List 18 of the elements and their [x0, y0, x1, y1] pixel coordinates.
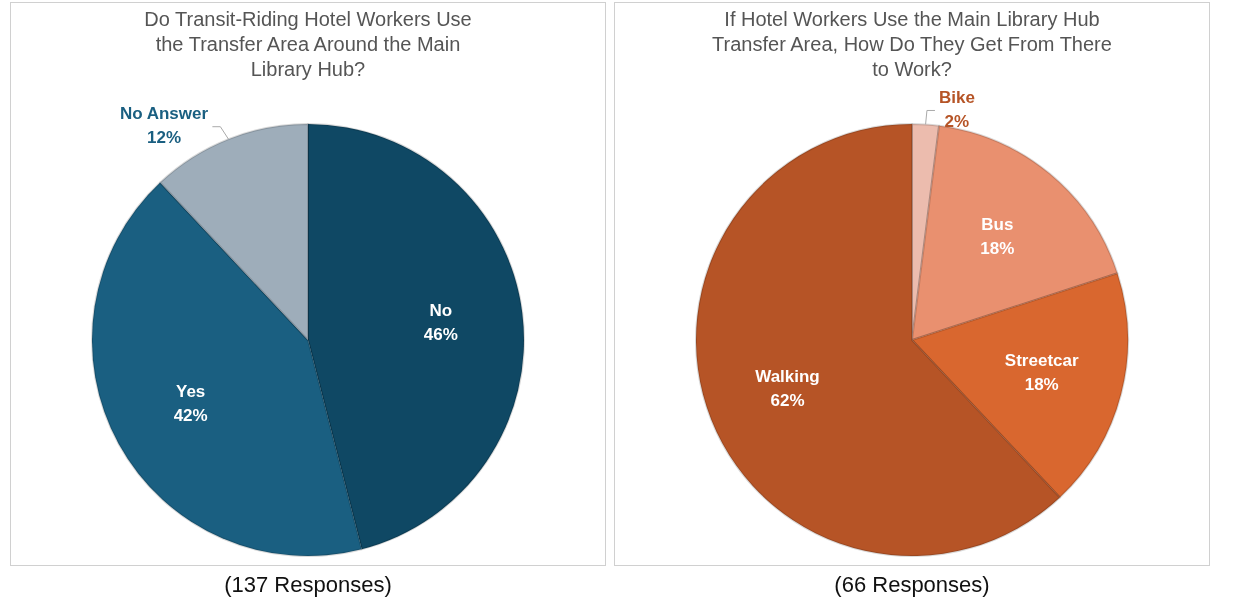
- slice-label: No Answer: [119, 104, 209, 124]
- text: (66 Responses): [833, 572, 991, 598]
- data-label: 42%: [173, 406, 208, 426]
- data-label: 18%: [980, 238, 1015, 258]
- slice-label: Yes: [175, 382, 206, 402]
- data-label: 62%: [770, 390, 805, 410]
- data-label: 18%: [1024, 374, 1059, 394]
- text: (137 Responses): [223, 572, 393, 598]
- slice-label: Walking: [755, 366, 820, 386]
- slice-label: No: [429, 300, 453, 320]
- chart-title: Do Transit-Riding Hotel Workers Use the Transfer Area Around the Main Library Hub?: [143, 7, 473, 82]
- slice-label: Bus: [981, 214, 1014, 234]
- data-label: 2%: [944, 112, 970, 132]
- data-label: 46%: [423, 324, 458, 344]
- slice-label: Bike: [938, 88, 975, 108]
- chart-title: If Hotel Workers Use the Main Library Hub Transfer Area, How Do They Get From There to Work?: [711, 7, 1113, 82]
- data-label: 12%: [146, 128, 182, 148]
- slice-label: Streetcar: [1004, 350, 1079, 370]
